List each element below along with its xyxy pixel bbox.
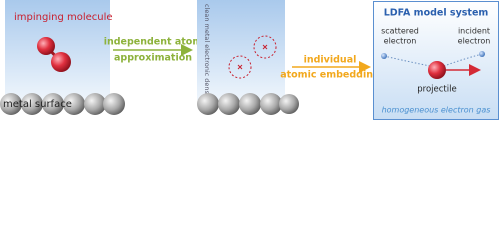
metal-row <box>0 93 125 115</box>
scattered-label: electron <box>384 37 417 46</box>
molecule-label: impinging molecule <box>14 12 113 23</box>
projectile <box>428 61 446 79</box>
model-box <box>373 1 499 120</box>
arrow-label: independent atom <box>104 37 203 48</box>
arrow-label: atomic embedding <box>280 70 380 81</box>
gas-label: homogeneous electron gas <box>382 106 491 115</box>
model-title: LDFA model system <box>384 8 489 19</box>
embedding-sphere <box>228 55 252 79</box>
arrow-label: individual <box>304 55 357 66</box>
panel-molecule: impinging molecule metal surface <box>0 0 125 115</box>
panel-embedding: clean metal electronic density <box>197 0 299 115</box>
density-box <box>197 0 285 100</box>
electron <box>381 53 387 59</box>
surface-label: metal surface <box>3 99 72 110</box>
embedding-sphere <box>253 35 277 59</box>
scattered-label: scattered <box>381 27 419 36</box>
metal-row <box>197 93 299 115</box>
incident-label: electron <box>458 37 491 46</box>
scattered-path <box>383 55 431 67</box>
panel-ldfa: LDFA model system scattered electron inc… <box>373 1 499 120</box>
incident-path <box>443 53 483 67</box>
density-label: clean metal electronic density <box>203 4 211 102</box>
atom <box>51 52 71 72</box>
projectile-label: projectile <box>417 85 456 95</box>
arrow-label: approximation <box>114 53 192 64</box>
density-box <box>5 0 110 100</box>
incident-label: incident <box>458 27 490 36</box>
atom <box>37 37 55 55</box>
diagram: impinging molecule metal surface indepen… <box>0 0 499 120</box>
electron <box>479 51 485 57</box>
atom-position <box>237 44 268 70</box>
